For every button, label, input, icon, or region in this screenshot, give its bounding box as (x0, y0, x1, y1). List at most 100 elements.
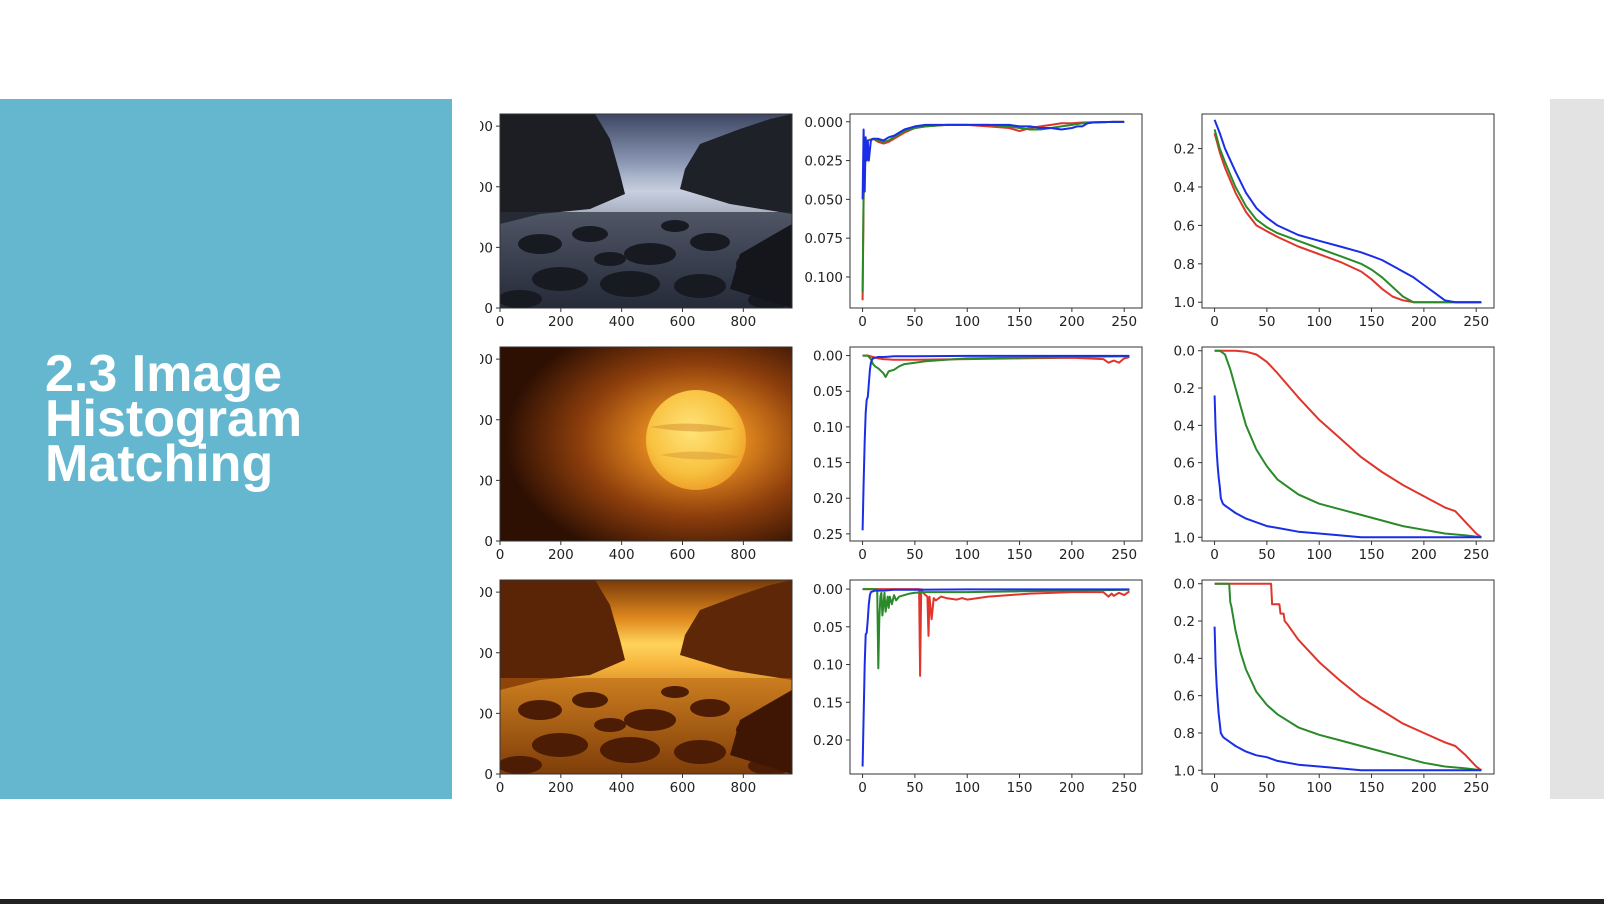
rock (600, 737, 660, 763)
axes-frame (849, 579, 1143, 775)
left-cliff (500, 580, 625, 690)
y-tick-label: 200 (480, 240, 493, 256)
x-tick-label: 0 (858, 547, 867, 563)
rock (532, 267, 588, 291)
x-tick-label: 400 (609, 547, 635, 563)
y-tick-label: 600 (480, 585, 493, 601)
axes-frame (499, 346, 793, 542)
x-tick-label: 150 (1007, 314, 1033, 330)
x-tick-label: 250 (1463, 314, 1489, 330)
rock (661, 220, 689, 232)
title-line-2: Histogram (45, 390, 303, 448)
y-tick-label: 0.00 (813, 349, 843, 365)
x-tick-label: 200 (1059, 314, 1085, 330)
y-tick-label: 0.20 (813, 491, 843, 507)
x-tick-label: 50 (1258, 780, 1275, 796)
rock (500, 756, 542, 774)
y-tick-label: 0 (484, 767, 493, 783)
subplot-photo (500, 114, 792, 308)
x-tick-label: 0 (1210, 547, 1219, 563)
axes-frame (849, 113, 1143, 309)
x-tick-label: 400 (609, 314, 635, 330)
foreground-boulder (730, 690, 792, 774)
y-tick-label: 0.10 (813, 658, 843, 674)
y-tick-label: 0.4 (1174, 418, 1195, 434)
y-tick-label: 0.00 (813, 582, 843, 598)
cloud-streak (650, 423, 735, 432)
rock (674, 740, 726, 764)
bottom-bar (0, 899, 1604, 904)
x-tick-label: 100 (1306, 547, 1332, 563)
series-line-red (1214, 349, 1482, 539)
x-tick-label: 0 (496, 547, 505, 563)
y-tick-label: 600 (480, 352, 493, 368)
series-line-green (1214, 582, 1482, 772)
histogram-subplot: 0 50 100 150 200 250 0.00 0.05 0.10 0.15 0.20 (813, 579, 1143, 796)
rock (500, 290, 542, 308)
x-tick-label: 100 (1306, 314, 1332, 330)
x-tick-label: 100 (954, 314, 980, 330)
x-tick-label: 50 (906, 780, 923, 796)
x-tick-label: 50 (1258, 314, 1275, 330)
series-line-red (1214, 582, 1482, 772)
axes-frame (1201, 346, 1495, 542)
x-tick-label: 200 (548, 547, 574, 563)
rock (624, 709, 676, 731)
sun-disk (646, 390, 746, 490)
series-line-blue (1213, 395, 1482, 539)
x-tick-label: 50 (1258, 547, 1275, 563)
x-tick-label: 200 (548, 314, 574, 330)
y-tick-label: 0.15 (813, 695, 843, 711)
x-tick-label: 0 (496, 780, 505, 796)
rock (661, 686, 689, 698)
histogram-matching-figure: 0 200 400 600 800 0 200 400 600 0 50 100 150 200 250 0.… (480, 113, 1495, 796)
x-tick-label: 800 (730, 314, 756, 330)
rock (518, 234, 562, 254)
right-cliff (680, 580, 792, 680)
y-tick-label: 0.2 (1174, 142, 1195, 158)
axes-frame (499, 113, 793, 309)
x-tick-label: 600 (670, 780, 696, 796)
title-line-1: 2.3 Image (45, 345, 283, 403)
y-tick-label: 0.15 (813, 456, 843, 472)
x-tick-label: 100 (1306, 780, 1332, 796)
x-tick-label: 0 (1210, 314, 1219, 330)
y-tick-label: 400 (480, 413, 493, 429)
x-tick-label: 250 (1463, 547, 1489, 563)
y-tick-label: 0.8 (1174, 726, 1195, 742)
y-tick-label: 400 (480, 646, 493, 662)
x-tick-label: 150 (1359, 780, 1385, 796)
y-tick-label: 0.8 (1174, 493, 1195, 509)
histogram-subplot: 0 50 100 150 200 250 0.2 0.4 0.6 0.8 1.0 (1174, 113, 1495, 330)
x-tick-label: 250 (1111, 780, 1137, 796)
x-tick-label: 100 (954, 547, 980, 563)
x-tick-label: 0 (1210, 780, 1219, 796)
y-tick-label: 0.25 (813, 527, 843, 543)
y-tick-label: 0.4 (1174, 180, 1195, 196)
y-tick-label: 400 (480, 180, 493, 196)
series-line-green (862, 588, 1130, 670)
x-tick-label: 200 (1059, 547, 1085, 563)
image-subplot: 0 200 400 600 800 0 200 400 600 (480, 113, 793, 330)
x-tick-label: 200 (1411, 780, 1437, 796)
y-tick-label: 0.025 (804, 154, 843, 170)
x-tick-label: 150 (1007, 547, 1033, 563)
y-tick-label: 0.6 (1174, 456, 1195, 472)
y-tick-label: 0.0 (1174, 577, 1195, 593)
rock (600, 271, 660, 297)
x-tick-label: 400 (609, 780, 635, 796)
rock (594, 718, 626, 732)
title-line-3: Matching (45, 435, 274, 493)
x-tick-label: 800 (730, 780, 756, 796)
series-line-blue (861, 354, 1130, 531)
rock (674, 274, 726, 298)
rock (572, 226, 608, 242)
right-side-panel (1550, 99, 1604, 799)
y-tick-label: 0.0 (1174, 344, 1195, 360)
series-line-green (862, 354, 1130, 378)
slide-title: 2.3 Image Histogram Matching (45, 345, 435, 493)
x-tick-label: 50 (906, 547, 923, 563)
y-tick-label: 0.050 (804, 192, 843, 208)
y-tick-label: 1.0 (1174, 763, 1195, 779)
y-tick-label: 1.0 (1174, 295, 1195, 311)
